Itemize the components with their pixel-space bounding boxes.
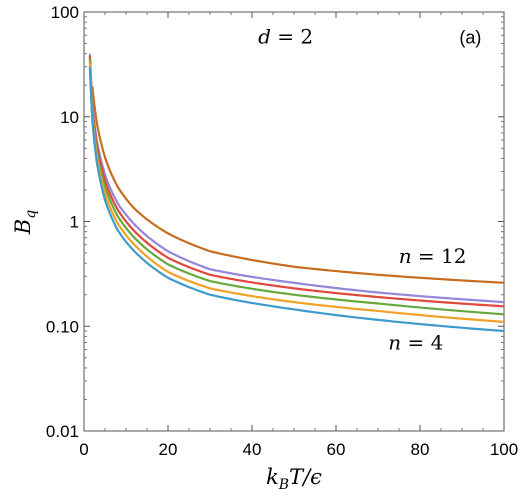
plot-frame: [83, 11, 505, 432]
x-tick-label: 20: [159, 440, 178, 459]
x-tick-label: 60: [327, 440, 346, 459]
x-axis-title: kBT/ϵ: [266, 465, 322, 493]
tick-marks: [83, 11, 505, 432]
annotation-n-low: n = 4: [388, 330, 443, 354]
series-line-2: [88, 55, 504, 308]
x-tick-label: 80: [411, 440, 430, 459]
y-axis-title: Bq: [11, 210, 39, 235]
series-line-5: [88, 66, 504, 333]
annotations: d = 2 (a) n = 12 n = 4: [258, 25, 481, 355]
series-line-3: [88, 58, 504, 316]
x-tick-label: 40: [243, 440, 262, 459]
annotation-panel: (a): [459, 28, 481, 48]
tick-labels: 0 20 40 60 80 100 0.01 0.10 1 10 100: [46, 3, 518, 459]
y-tick-label: 100: [51, 3, 79, 22]
x-tick-label: 100: [490, 440, 518, 459]
x-tick-label: 0: [79, 440, 88, 459]
y-tick-label: 0.10: [46, 317, 79, 336]
annotation-dim: d = 2: [258, 25, 313, 49]
y-tick-label: 0.01: [46, 422, 79, 441]
y-tick-label: 1: [70, 213, 79, 232]
y-tick-label: 10: [60, 108, 79, 127]
series-line-0: [91, 86, 504, 284]
data-series: [88, 53, 504, 333]
annotation-n-high: n = 12: [399, 244, 467, 268]
